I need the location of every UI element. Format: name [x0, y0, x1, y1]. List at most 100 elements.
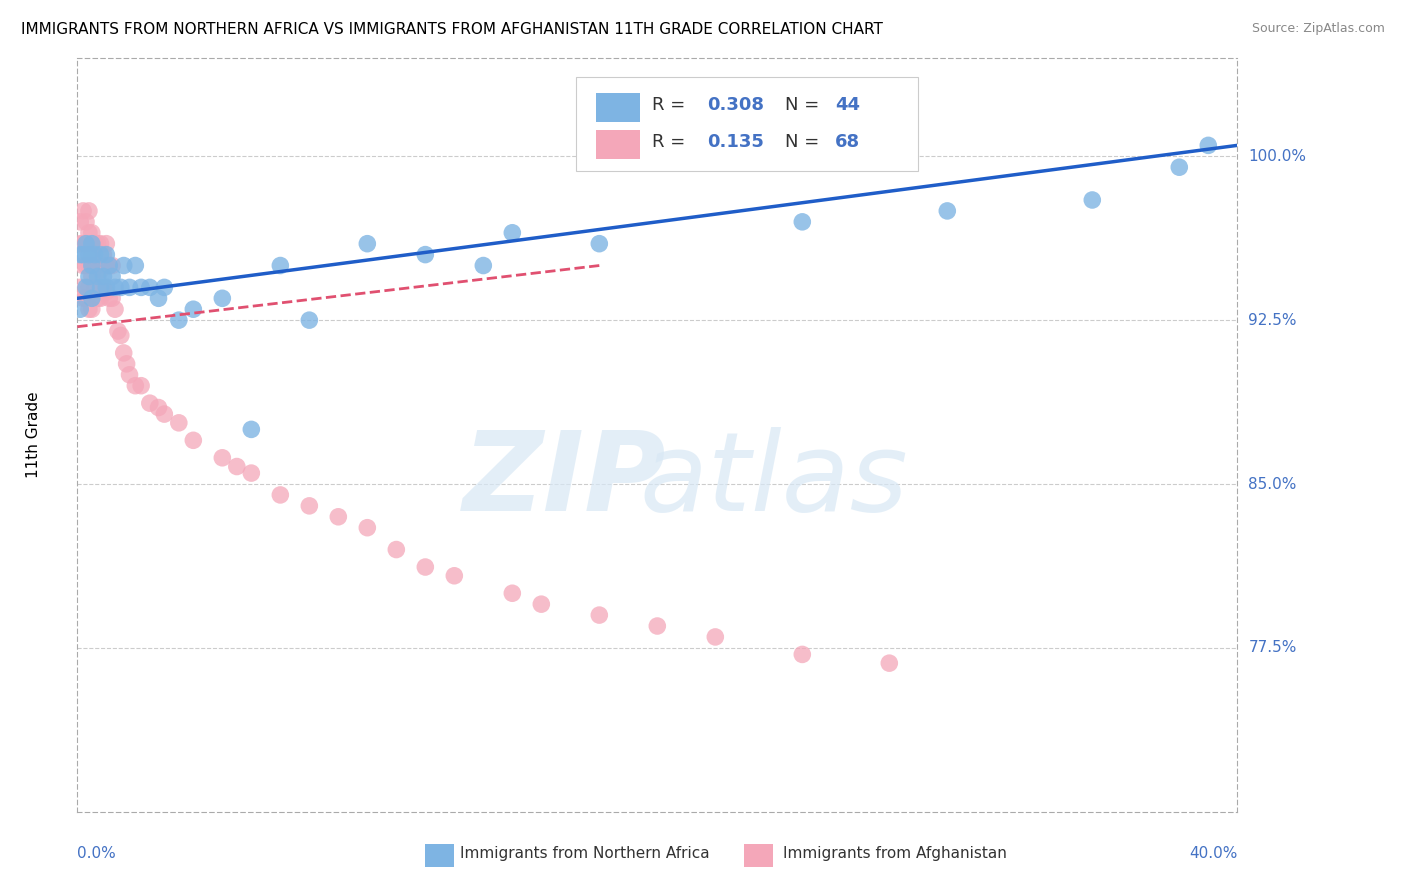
Point: [90, 291, 111, 305]
Point: [77, 259, 100, 273]
Point: [80, 269, 103, 284]
Point: [443, 568, 465, 582]
Point: [1168, 160, 1191, 174]
Point: [80, 236, 103, 251]
Point: [1081, 193, 1104, 207]
Point: [124, 378, 146, 392]
Point: [80, 291, 103, 305]
Point: [72, 236, 94, 251]
Point: [98, 259, 121, 273]
Point: [72, 259, 94, 273]
Point: [93, 247, 115, 261]
Point: [936, 203, 959, 218]
Point: [96, 236, 118, 251]
Point: [77, 280, 100, 294]
Point: [83, 247, 105, 261]
Text: 92.5%: 92.5%: [1249, 313, 1296, 327]
Point: [356, 236, 378, 251]
Text: IMMIGRANTS FROM NORTHERN AFRICA VS IMMIGRANTS FROM AFGHANISTAN 11TH GRADE CORREL: IMMIGRANTS FROM NORTHERN AFRICA VS IMMIG…: [21, 22, 883, 37]
Point: [75, 280, 97, 294]
Text: 0.135: 0.135: [707, 134, 763, 152]
Point: [139, 396, 162, 410]
Point: [704, 630, 727, 644]
Point: [240, 466, 263, 480]
Point: [792, 648, 814, 662]
Point: [588, 236, 610, 251]
Text: 77.5%: 77.5%: [1249, 640, 1296, 656]
Point: [80, 302, 103, 317]
Point: [75, 215, 97, 229]
Point: [183, 434, 205, 448]
Point: [101, 269, 124, 284]
Point: [83, 236, 105, 251]
Point: [98, 291, 121, 305]
Point: [110, 280, 132, 294]
Point: [86, 259, 108, 273]
Point: [77, 226, 100, 240]
Text: R =: R =: [651, 134, 690, 152]
Text: 100.0%: 100.0%: [1249, 149, 1306, 164]
Point: [98, 259, 121, 273]
FancyBboxPatch shape: [596, 130, 640, 159]
Point: [77, 203, 100, 218]
Text: Immigrants from Northern Africa: Immigrants from Northern Africa: [460, 846, 710, 861]
Point: [77, 247, 100, 261]
Point: [129, 280, 152, 294]
Point: [167, 313, 190, 327]
FancyBboxPatch shape: [596, 94, 640, 122]
Point: [240, 422, 263, 436]
Text: N =: N =: [785, 96, 825, 114]
Point: [90, 263, 111, 277]
Point: [96, 280, 118, 294]
Point: [110, 328, 132, 343]
Point: [101, 259, 124, 273]
Point: [148, 291, 170, 305]
Point: [86, 269, 108, 284]
FancyBboxPatch shape: [744, 844, 773, 867]
Point: [72, 203, 94, 218]
Text: 68: 68: [835, 134, 860, 152]
Point: [530, 597, 553, 611]
Point: [72, 247, 94, 261]
Point: [877, 656, 901, 670]
Point: [647, 619, 669, 633]
Point: [90, 247, 111, 261]
Point: [225, 459, 247, 474]
Text: 0.0%: 0.0%: [77, 847, 117, 862]
Point: [211, 450, 233, 465]
Point: [96, 247, 118, 261]
Point: [69, 236, 91, 251]
Text: atlas: atlas: [638, 426, 908, 533]
Point: [148, 401, 170, 415]
Point: [153, 407, 176, 421]
Point: [472, 259, 495, 273]
Point: [298, 313, 321, 327]
Point: [118, 368, 141, 382]
Point: [83, 259, 105, 273]
Point: [107, 324, 129, 338]
Point: [112, 346, 135, 360]
Text: 40.0%: 40.0%: [1189, 847, 1237, 862]
Point: [124, 259, 146, 273]
Point: [115, 357, 138, 371]
Point: [75, 291, 97, 305]
Point: [77, 302, 100, 317]
Point: [118, 280, 141, 294]
Point: [269, 488, 291, 502]
Point: [1197, 138, 1219, 153]
Point: [501, 226, 523, 240]
Point: [588, 608, 610, 623]
FancyBboxPatch shape: [425, 844, 454, 867]
Point: [90, 280, 111, 294]
Point: [792, 215, 814, 229]
Point: [167, 416, 190, 430]
Point: [139, 280, 162, 294]
Text: Source: ZipAtlas.com: Source: ZipAtlas.com: [1251, 22, 1385, 36]
Text: ZIP: ZIP: [463, 426, 666, 533]
Point: [356, 521, 378, 535]
Text: N =: N =: [785, 134, 825, 152]
Point: [72, 291, 94, 305]
Point: [83, 280, 105, 294]
Point: [86, 236, 108, 251]
Point: [269, 259, 291, 273]
